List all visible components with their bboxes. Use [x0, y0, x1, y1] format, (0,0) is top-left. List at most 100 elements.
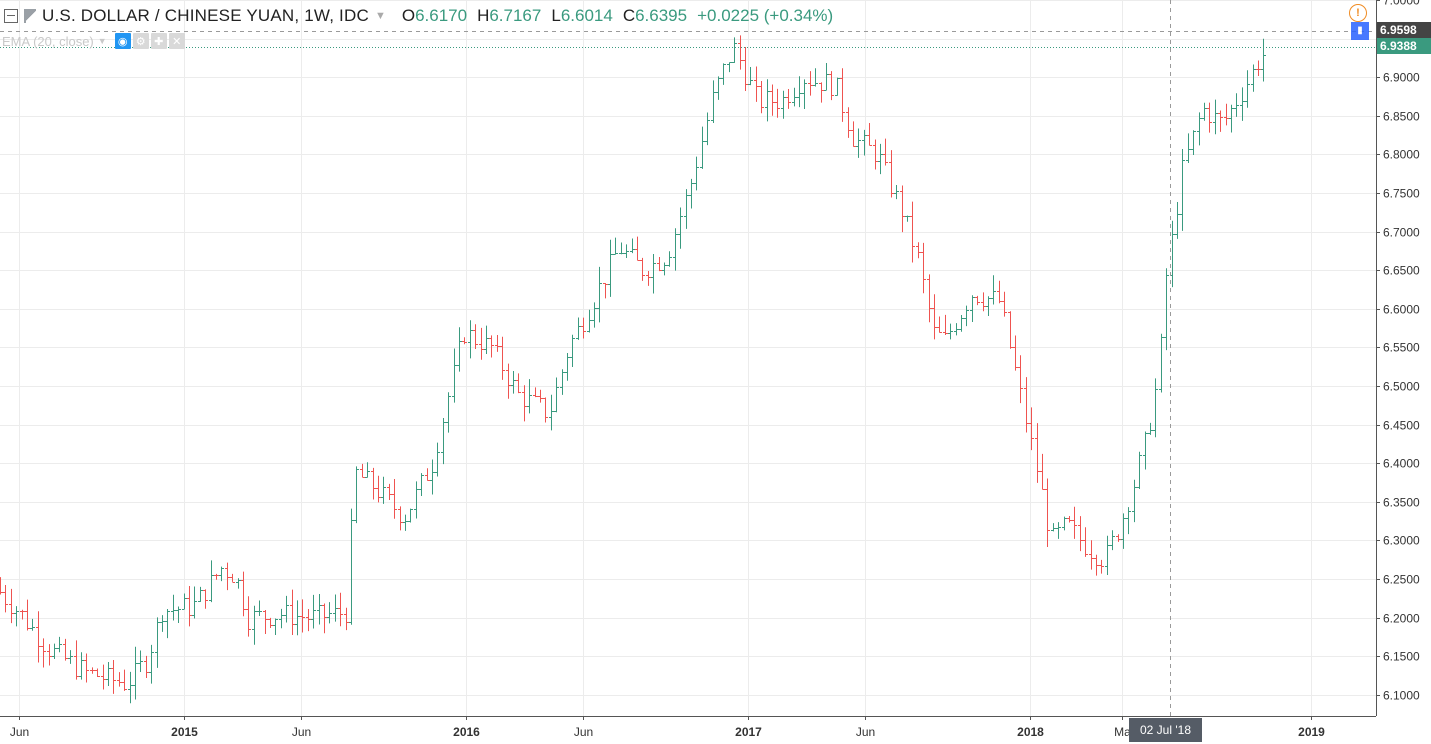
ohlc-bar	[608, 239, 613, 297]
ohlc-bar	[111, 660, 116, 694]
ohlc-bar	[824, 63, 829, 91]
grid-lines	[0, 0, 1376, 716]
settings-icon[interactable]: ⚙	[132, 33, 149, 49]
ohlc-bar	[867, 123, 872, 146]
ohlc-bar	[1164, 268, 1169, 351]
ohlc-bar	[759, 80, 764, 114]
ohlc-bar	[538, 389, 543, 403]
ohlc-bar	[117, 672, 122, 687]
ohlc-bar	[268, 617, 273, 628]
scale-icon[interactable]: ▮	[1351, 22, 1369, 40]
y-tick-label: 6.5500	[1383, 341, 1420, 355]
ohlc-bar	[322, 603, 327, 634]
chevron-down-icon[interactable]: ▼	[374, 10, 386, 22]
ohlc-bar	[0, 577, 3, 595]
ohlc-bar	[581, 317, 586, 339]
ohlc-bar	[743, 46, 748, 91]
ohlc-bar	[300, 599, 305, 633]
x-tick-label: Ma	[1114, 725, 1131, 739]
ohlc-bar	[840, 68, 845, 122]
ohlc-bar	[165, 609, 170, 639]
ohlc-bar	[1224, 103, 1229, 126]
ohlc-bar	[1245, 70, 1250, 108]
ohlc-bar	[1202, 102, 1207, 121]
ohlc-bar	[856, 128, 861, 158]
ohlc-bar	[1035, 423, 1040, 483]
ohlc-bar	[414, 481, 419, 519]
price-lines	[0, 0, 1376, 716]
ohlc-bar	[263, 610, 268, 634]
ohlc-bar	[241, 571, 246, 617]
ohlc-bar	[511, 370, 516, 394]
ohlc-bar	[41, 638, 46, 668]
ohlc-bar	[495, 335, 500, 352]
close-icon[interactable]: ✕	[168, 33, 185, 49]
ohlc-bar	[630, 238, 635, 254]
ohlc-bar	[446, 392, 451, 433]
flag-icon[interactable]	[24, 9, 36, 23]
ohlc-bar	[155, 617, 160, 668]
ohlc-bar	[1256, 60, 1261, 76]
x-tick-label: 2015	[171, 725, 198, 739]
ohlc-bar	[74, 640, 79, 680]
ohlc-bar	[684, 189, 689, 229]
ohlc-bar	[657, 256, 662, 272]
open-value: 6.6170	[415, 6, 468, 25]
ohlc-bar	[1229, 104, 1234, 133]
ohlc-bar	[365, 462, 370, 478]
ohlc-bar	[921, 242, 926, 294]
ohlc-bar	[101, 664, 106, 690]
ohlc-bar	[160, 615, 165, 632]
ohlc-bar	[452, 348, 457, 403]
ohlc-bar	[792, 87, 797, 107]
warning-icon[interactable]: !	[1349, 4, 1367, 22]
ohlc-bar	[829, 71, 834, 101]
ohlc-bar	[47, 644, 52, 666]
chevron-down-icon[interactable]: ▼	[97, 36, 107, 46]
ohlc-bar	[479, 327, 484, 360]
y-tick-label: 6.3000	[1383, 534, 1420, 548]
last-price-label: 6.9388	[1377, 38, 1431, 54]
ohlc-bar	[333, 594, 338, 622]
x-tick-label: 2016	[453, 725, 480, 739]
ohlc-bar	[1110, 530, 1115, 551]
ohlc-bar	[430, 459, 435, 495]
ohlc-bar	[354, 466, 359, 524]
y-tick-label: 6.2000	[1383, 612, 1420, 626]
ohlc-bar	[182, 593, 187, 610]
ohlc-bar	[964, 305, 969, 327]
ohlc-bar	[592, 302, 597, 328]
ohlc-bar	[392, 478, 397, 519]
ohlc-bar	[576, 317, 581, 340]
eye-icon[interactable]: ◉	[114, 33, 131, 49]
symbol-title[interactable]: U.S. DOLLAR / CHINESE YUAN, 1W, IDC	[42, 6, 369, 25]
ohlc-bar	[1213, 99, 1218, 135]
ohlc-bar	[619, 242, 624, 255]
ohlc-bar	[435, 442, 440, 477]
ohlc-bar	[640, 257, 645, 281]
ohlc-bar	[403, 514, 408, 531]
ohlc-bar	[1099, 559, 1104, 574]
indicator-name[interactable]: EMA (20, close)	[2, 33, 94, 49]
ohlc-bar	[327, 602, 332, 624]
ohlc-bar	[295, 600, 300, 636]
ohlc-bar	[1121, 513, 1126, 549]
collapse-icon[interactable]	[4, 9, 18, 23]
ohlc-bar	[522, 385, 527, 422]
ohlc-bar	[457, 327, 462, 372]
ohlc-bar	[1062, 516, 1067, 531]
ohlc-bar	[635, 236, 640, 261]
ohlc-bar	[754, 66, 759, 102]
ohlc-bar	[883, 138, 888, 166]
more-icon[interactable]: ✚	[150, 33, 167, 49]
y-tick-label: 6.6500	[1383, 264, 1420, 278]
ohlc-bar	[246, 596, 251, 637]
ohlc-bar	[338, 592, 343, 627]
y-tick-label: 6.2500	[1383, 573, 1420, 587]
ohlc-bar	[1040, 453, 1045, 490]
ohlc-bar	[516, 373, 521, 394]
y-tick-label: 6.9000	[1383, 71, 1420, 85]
ohlc-bar	[371, 467, 376, 500]
